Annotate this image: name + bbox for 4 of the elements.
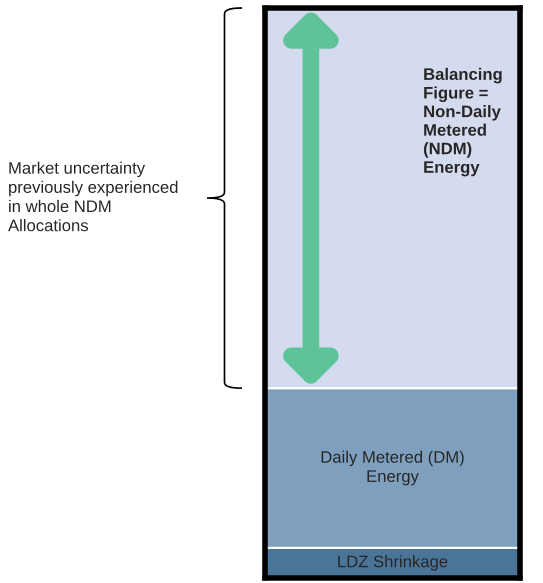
text: Market uncertainty previously experienced in whole NDM Allocations xyxy=(8,162,178,232)
series-label: Balancing Figure = Non-Daily Metered (NDM) Energy xyxy=(424,68,502,176)
series-label: LDZ Shrinkage xyxy=(338,555,448,571)
series-label: Daily Metered (DM) Energy xyxy=(322,450,464,486)
